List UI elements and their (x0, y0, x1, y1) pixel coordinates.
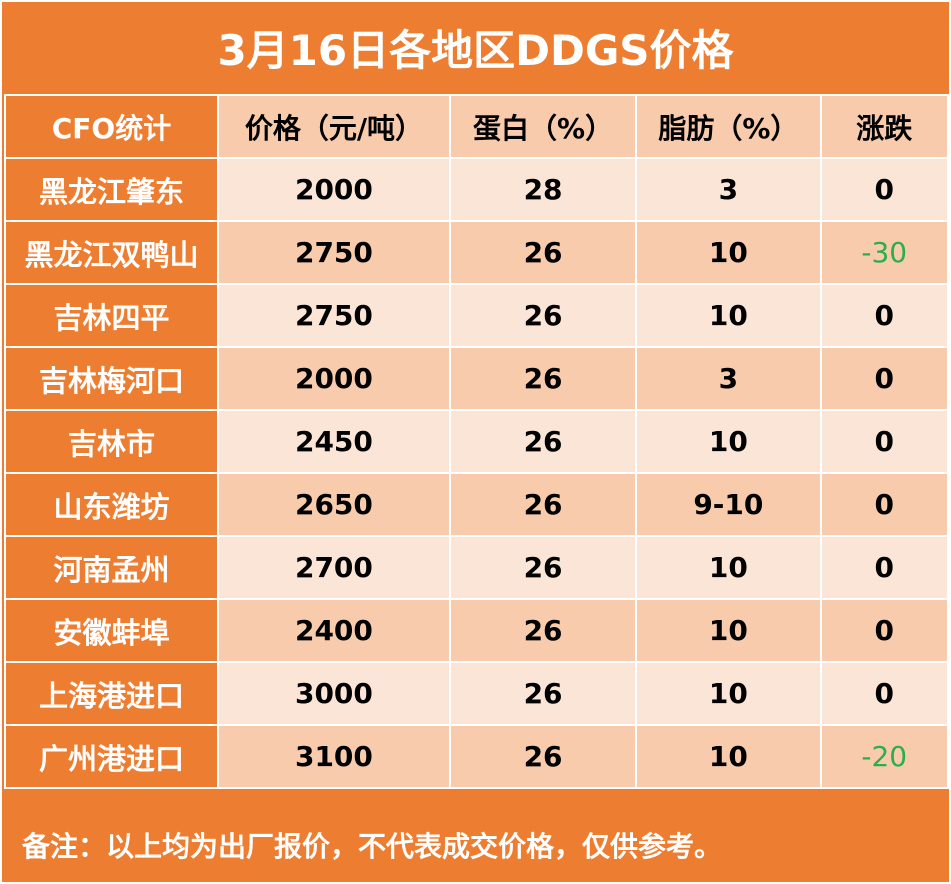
header-price: 价格（元/吨） (216, 94, 451, 159)
change-cell: 0 (819, 409, 950, 474)
price-cell: 2650 (216, 472, 451, 537)
header-region: CFO统计 (4, 94, 219, 159)
fat-cell: 10 (635, 409, 822, 474)
protein-cell: 26 (448, 598, 638, 663)
price-cell: 2000 (216, 346, 451, 411)
price-cell: 2700 (216, 535, 451, 600)
fat-cell: 10 (635, 598, 822, 663)
page-title: 3月16日各地区DDGS价格 (217, 25, 734, 75)
price-cell: 2750 (216, 283, 451, 348)
change-cell: 0 (819, 157, 950, 222)
change-cell: -30 (819, 220, 950, 285)
change-cell: 0 (819, 346, 950, 411)
table-row: 吉林梅河口 2000 26 3 0 (4, 346, 950, 411)
protein-cell: 26 (448, 220, 638, 285)
change-cell: 0 (819, 661, 950, 726)
protein-cell: 26 (448, 535, 638, 600)
fat-cell: 10 (635, 661, 822, 726)
table-row: 河南孟州 2700 26 10 0 (4, 535, 950, 600)
price-cell: 3100 (216, 724, 451, 789)
footnote: 备注：以上均为出厂报价，不代表成交价格，仅供参考。 (22, 830, 723, 863)
region-cell: 安徽蚌埠 (4, 598, 219, 663)
region-cell: 河南孟州 (4, 535, 219, 600)
price-cell: 2450 (216, 409, 451, 474)
protein-cell: 26 (448, 409, 638, 474)
protein-cell: 26 (448, 661, 638, 726)
change-cell: -20 (819, 724, 950, 789)
region-cell: 黑龙江双鸭山 (4, 220, 219, 285)
header-protein: 蛋白（%） (448, 94, 638, 159)
table-body: CFO统计 价格（元/吨） 蛋白（%） 脂肪（%） 涨跌 黑龙江肇东 2000 28… (4, 94, 950, 789)
fat-cell: 10 (635, 220, 822, 285)
protein-cell: 26 (448, 346, 638, 411)
table-row: 广州港进口 3100 26 10 -20 (4, 724, 950, 789)
table-row: 吉林市 2450 26 10 0 (4, 409, 950, 474)
price-cell: 2750 (216, 220, 451, 285)
region-cell: 吉林四平 (4, 283, 219, 348)
region-cell: 吉林市 (4, 409, 219, 474)
region-cell: 山东潍坊 (4, 472, 219, 537)
region-cell: 黑龙江肇东 (4, 157, 219, 222)
header-change: 涨跌 (819, 94, 950, 159)
change-cell: 0 (819, 535, 950, 600)
table-row: 黑龙江双鸭山 2750 26 10 -30 (4, 220, 950, 285)
fat-cell: 10 (635, 283, 822, 348)
price-cell: 2400 (216, 598, 451, 663)
price-cell: 2000 (216, 157, 451, 222)
change-cell: 0 (819, 472, 950, 537)
fat-cell: 3 (635, 346, 822, 411)
fat-cell: 10 (635, 724, 822, 789)
protein-cell: 26 (448, 283, 638, 348)
protein-cell: 26 (448, 724, 638, 789)
change-cell: 0 (819, 598, 950, 663)
protein-cell: 26 (448, 472, 638, 537)
fat-cell: 3 (635, 157, 822, 222)
header-fat: 脂肪（%） (635, 94, 822, 159)
price-cell: 3000 (216, 661, 451, 726)
region-cell: 吉林梅河口 (4, 346, 219, 411)
table-row: 安徽蚌埠 2400 26 10 0 (4, 598, 950, 663)
table-row: 山东潍坊 2650 26 9-10 0 (4, 472, 950, 537)
fat-cell: 10 (635, 535, 822, 600)
region-cell: 广州港进口 (4, 724, 219, 789)
table-header-row: CFO统计 价格（元/吨） 蛋白（%） 脂肪（%） 涨跌 (4, 94, 950, 159)
table-row: 上海港进口 3000 26 10 0 (4, 661, 950, 726)
region-cell: 上海港进口 (4, 661, 219, 726)
table-row: 吉林四平 2750 26 10 0 (4, 283, 950, 348)
protein-cell: 28 (448, 157, 638, 222)
fat-cell: 9-10 (635, 472, 822, 537)
price-table: CFO统计 价格（元/吨） 蛋白（%） 脂肪（%） 涨跌 黑龙江肇东 2000 28… (4, 94, 950, 789)
change-cell: 0 (819, 283, 950, 348)
table-row: 黑龙江肇东 2000 28 3 0 (4, 157, 950, 222)
